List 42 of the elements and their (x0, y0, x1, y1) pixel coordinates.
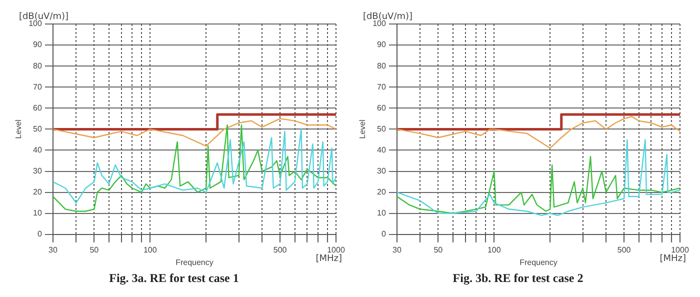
y-tick-label: 10 (33, 208, 42, 218)
text: [MHz] (660, 254, 686, 264)
y-tick-label: 30 (377, 166, 386, 176)
y-tick-label: 90 (33, 40, 42, 50)
x-tick-label: 30 (392, 245, 402, 254)
x-tick-label: 50 (90, 245, 100, 254)
y-tick-label: 40 (33, 145, 42, 154)
y-tick-label: 70 (377, 82, 386, 92)
text: [MHz] (316, 254, 342, 264)
y-tick-label: 100 (28, 19, 42, 28)
y-tick-label: 100 (372, 19, 386, 28)
x-tick-label: 100 (487, 245, 502, 254)
y-tick-label: 50 (33, 124, 42, 134)
y-tick-label: 10 (377, 208, 386, 218)
x-tick-label: 500 (273, 245, 288, 254)
text: [dB(uV/m)] (362, 12, 413, 22)
y-tick-label: 30 (33, 166, 42, 176)
y-tick-label: 60 (33, 103, 42, 112)
x-tick-label: 1000 (671, 245, 690, 254)
text: [dB(uV/m)] (18, 12, 69, 22)
x-tick-label: 30 (48, 245, 58, 254)
y-tick-label: 0 (381, 230, 386, 239)
x-tick-label: 1000 (327, 245, 346, 254)
y-tick-label: 80 (377, 61, 386, 70)
y-tick-label: 70 (33, 82, 42, 92)
y-tick-label: 50 (377, 124, 386, 134)
y-tick-label: 80 (33, 61, 42, 70)
text: Fig. 3b. RE for test case 2 (452, 270, 584, 285)
y-tick-label: 20 (377, 188, 386, 197)
y-axis-title: Level (14, 119, 24, 139)
x-tick-label: 500 (617, 245, 632, 254)
y-tick-label: 60 (377, 103, 386, 112)
text: Fig. 3a. RE for test case 1 (109, 270, 239, 285)
x-tick-label: 50 (434, 245, 444, 254)
y-tick-label: 0 (37, 230, 42, 239)
y-tick-label: 20 (33, 188, 42, 197)
x-axis-title: Frequency (176, 258, 214, 268)
x-axis-title: Frequency (520, 258, 558, 268)
y-tick-label: 40 (377, 145, 386, 154)
y-tick-label: 90 (377, 40, 386, 50)
y-axis-title: Level (358, 119, 368, 139)
x-tick-label: 100 (143, 245, 158, 254)
